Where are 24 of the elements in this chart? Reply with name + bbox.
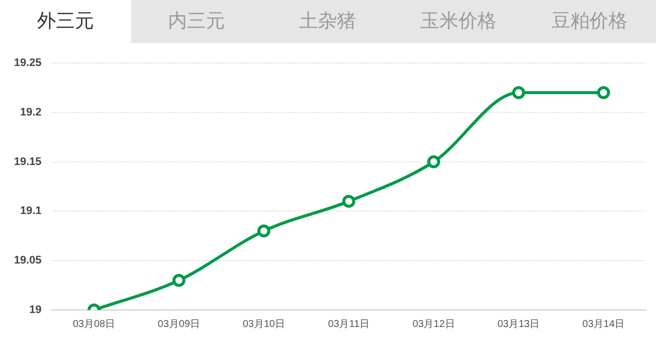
y-tick-label: 19	[29, 304, 42, 316]
x-tick-label: 03月11日	[328, 318, 370, 330]
point	[427, 155, 440, 168]
text: 豆粕价格	[550, 9, 628, 34]
y-tick-label: 19.25	[14, 57, 42, 70]
x-tick-label: 03月13日	[497, 318, 540, 330]
y-tick-label: 19.15	[14, 156, 42, 168]
y-tick-label: 19.05	[14, 254, 42, 267]
text: 外三元	[0, 0, 131, 43]
x-tick-label: 03月09日	[158, 318, 200, 330]
x-tick-label: 03月08日	[72, 318, 116, 330]
x-tick-label: 03月12日	[412, 318, 455, 330]
text: 玉米价格	[420, 9, 498, 34]
point	[172, 274, 186, 287]
point	[597, 86, 610, 100]
x-tick-label: 03月14日	[582, 318, 625, 330]
point	[342, 194, 356, 208]
point	[257, 224, 270, 238]
x-tick-label: 03月10日	[242, 318, 285, 330]
point	[512, 86, 526, 100]
text: 内三元	[167, 9, 226, 34]
text: 土杂猪	[298, 9, 357, 34]
y-tick-label: 19.1	[20, 205, 42, 218]
y-tick-label: 19.2	[20, 106, 42, 118]
